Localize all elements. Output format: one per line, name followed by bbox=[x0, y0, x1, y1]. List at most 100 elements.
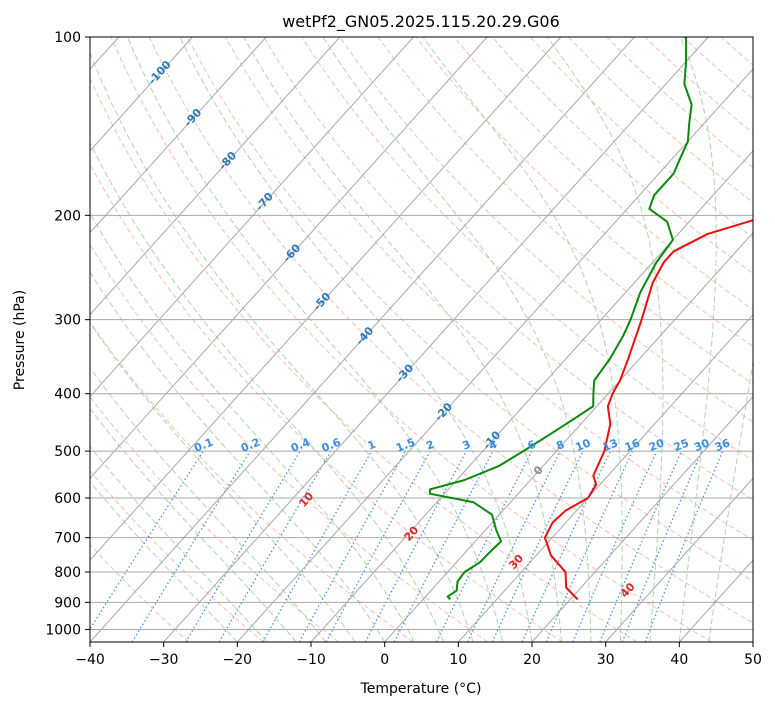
mixing-ratio-line bbox=[364, 450, 467, 642]
dry-adiabat-line bbox=[90, 76, 638, 642]
dry-adiabat-line bbox=[453, 37, 753, 311]
x-tick-label: −40 bbox=[75, 652, 105, 668]
isotherm-line bbox=[163, 37, 709, 642]
mixing-ratio-label: 1 bbox=[366, 438, 378, 453]
dewpoint-profile bbox=[428, 37, 693, 601]
x-tick-label: 0 bbox=[380, 652, 389, 668]
moist-adiabat-line bbox=[90, 481, 238, 642]
isotherm-line bbox=[90, 37, 562, 561]
y-tick-label: 700 bbox=[54, 531, 81, 547]
x-axis-label: Temperature (°C) bbox=[360, 681, 482, 697]
mixing-ratio-label: 2 bbox=[424, 438, 436, 453]
y-tick-label: 100 bbox=[54, 30, 81, 46]
isotherm-line bbox=[605, 477, 753, 642]
mixing-ratio-line bbox=[572, 450, 658, 642]
dry-adiabat-line bbox=[90, 396, 339, 642]
mixing-ratio-label: 1.5 bbox=[394, 436, 417, 455]
dry-adiabat-line bbox=[644, 37, 753, 134]
mixing-ratio-label: 25 bbox=[672, 436, 691, 454]
y-tick-label: 200 bbox=[54, 208, 81, 224]
x-tick-label: −20 bbox=[223, 652, 253, 668]
dry-adiabat-line bbox=[377, 37, 753, 385]
isotherm-line bbox=[90, 37, 488, 480]
moist-adiabat-line bbox=[90, 445, 268, 642]
mixing-ratio-line bbox=[131, 450, 251, 642]
moist-adiabat-line bbox=[90, 51, 474, 642]
y-tick-label: 1000 bbox=[45, 622, 81, 638]
x-tick-label: 20 bbox=[523, 652, 541, 668]
y-tick-label: 300 bbox=[54, 313, 81, 329]
mixing-ratio-label: 8 bbox=[554, 438, 566, 453]
y-tick-label: 900 bbox=[54, 595, 81, 611]
dry-adiabat-line bbox=[90, 162, 563, 642]
dry-adiabat-line bbox=[759, 37, 775, 642]
dry-adiabat-line bbox=[224, 37, 753, 541]
moist-adiabat-line bbox=[678, 37, 717, 642]
moist-adiabat-line bbox=[708, 359, 753, 642]
isotherm-line bbox=[90, 37, 193, 152]
dry-adiabat-line bbox=[530, 37, 753, 239]
isotherm-line bbox=[384, 231, 753, 642]
isotherm-line bbox=[457, 313, 753, 642]
mixing-ratio-label: 10 bbox=[573, 436, 592, 454]
moist-adiabat-line bbox=[90, 271, 386, 642]
plot-frame bbox=[89, 36, 754, 643]
mixing-ratio-label: 20 bbox=[647, 436, 666, 454]
dry-adiabat-line bbox=[90, 243, 488, 642]
mixing-ratio-line bbox=[325, 450, 431, 642]
mixing-ratio-label: 0.6 bbox=[320, 435, 343, 454]
mixing-ratio-line bbox=[521, 450, 611, 642]
y-axis-label: Pressure (hPa) bbox=[12, 290, 28, 390]
mixing-ratio-label: 30 bbox=[692, 436, 711, 454]
dry-adiabat-line bbox=[186, 37, 753, 582]
moist-adiabat-line bbox=[546, 37, 664, 642]
x-tick-label: −30 bbox=[149, 652, 179, 668]
isotherm-line bbox=[678, 559, 753, 642]
mixing-ratio-line bbox=[466, 450, 561, 642]
mixing-ratio-line bbox=[621, 450, 703, 642]
mixing-ratio-line bbox=[644, 450, 724, 642]
moist-adiabat-line bbox=[126, 37, 504, 642]
isoline-labels: -100-90-80-70-60-50-40-30-20-10010203040… bbox=[146, 58, 733, 600]
mixing-ratio-label: 0.1 bbox=[192, 436, 215, 455]
mixing-ratio-line bbox=[545, 450, 634, 642]
isotherm-line bbox=[90, 37, 341, 316]
isotherm-line bbox=[752, 641, 753, 642]
x-tick-label: 30 bbox=[597, 652, 615, 668]
dry-adiabat-line bbox=[90, 320, 414, 642]
dry-adiabat-line bbox=[606, 37, 753, 169]
dry-adiabat-label: 20 bbox=[401, 523, 421, 543]
dry-adiabat-label: 40 bbox=[618, 580, 638, 600]
x-tick-label: 50 bbox=[744, 652, 762, 668]
dry-adiabat-line bbox=[720, 37, 753, 66]
mixing-ratio-label: 36 bbox=[713, 436, 732, 454]
y-tick-label: 600 bbox=[54, 491, 81, 507]
mixing-ratio-label: 3 bbox=[461, 438, 473, 453]
mixing-ratio-line bbox=[435, 450, 533, 642]
mixing-ratio-line bbox=[262, 450, 373, 642]
x-tick-label: 10 bbox=[449, 652, 467, 668]
mixing-ratio-label: 13 bbox=[601, 436, 620, 454]
y-tick-label: 800 bbox=[54, 565, 81, 581]
moist-adiabat-line bbox=[90, 322, 356, 642]
dry-adiabat-line bbox=[568, 37, 753, 203]
moist-adiabat-line bbox=[90, 141, 445, 642]
moist-adiabat-line bbox=[243, 37, 562, 642]
isotherm-line bbox=[90, 37, 414, 398]
moist-adiabat-line bbox=[90, 407, 297, 642]
mixing-ratio-line bbox=[298, 450, 406, 642]
dry-adiabat-line bbox=[682, 37, 753, 100]
mixing-ratio-line bbox=[599, 450, 682, 642]
moist-adiabat-line bbox=[422, 37, 623, 642]
x-tick-label: −10 bbox=[296, 652, 326, 668]
y-tick-label: 500 bbox=[54, 444, 81, 460]
temperature-profile bbox=[543, 219, 753, 601]
mixing-ratio-label: 0.4 bbox=[289, 435, 312, 454]
dry-adiabat-line bbox=[339, 37, 753, 423]
dry-adiabat-line bbox=[415, 37, 753, 348]
dry-adiabat-line bbox=[90, 470, 264, 642]
dry-adiabat-line bbox=[90, 543, 190, 642]
x-tick-label: 40 bbox=[670, 652, 688, 668]
isotherm-line bbox=[90, 37, 635, 642]
